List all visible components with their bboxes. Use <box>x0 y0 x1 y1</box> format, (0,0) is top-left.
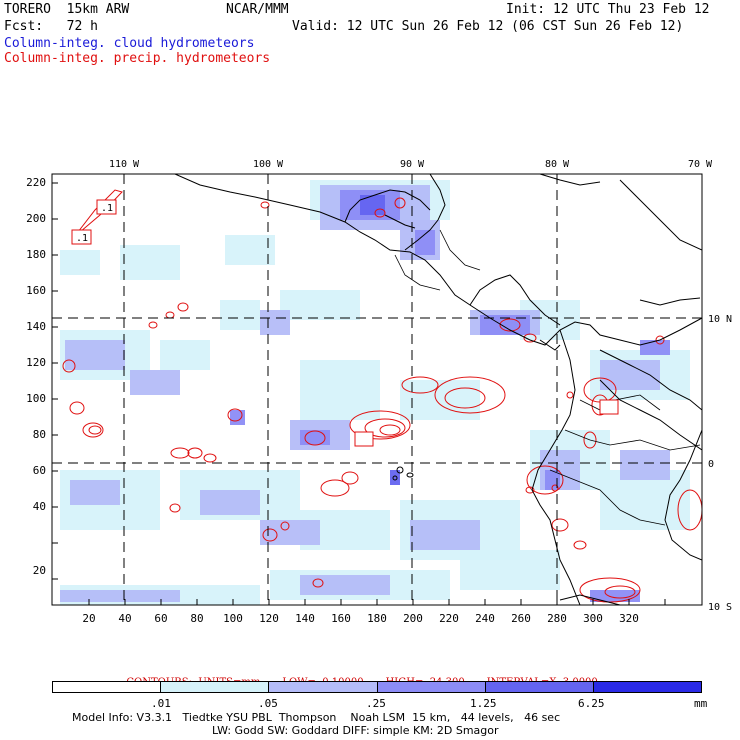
longitude-label: 70 W <box>688 159 713 170</box>
y-tick-label: 200 <box>26 212 46 225</box>
y-tick-label: 160 <box>26 284 46 297</box>
x-tick-label: 140 <box>295 612 315 625</box>
organization-label: NCAR/MMM <box>226 2 289 17</box>
tick-marks <box>52 182 666 605</box>
latitude-label: 0 <box>708 459 714 470</box>
colorbar-label: .25 <box>366 697 386 710</box>
latitude-label: 10 N <box>708 314 732 325</box>
longitude-label: 90 W <box>400 159 425 170</box>
colorbar-label: .05 <box>258 697 278 710</box>
x-tick-label: 320 <box>619 612 639 625</box>
colorbar-swatch <box>161 682 270 692</box>
init-time: Init: 12 UTC Thu 23 Feb 12 <box>506 2 710 17</box>
y-tick-label: 80 <box>33 428 46 441</box>
x-tick-label: 180 <box>367 612 387 625</box>
box-label: .1 <box>101 203 113 214</box>
y-tick-label: 180 <box>26 248 46 261</box>
colorbar-swatch <box>593 682 702 692</box>
x-tick-label: 60 <box>154 612 167 625</box>
x-tick-label: 260 <box>511 612 531 625</box>
field-cloud-label: Column-integ. cloud hydrometeors <box>4 36 255 51</box>
x-tick-label: 120 <box>259 612 279 625</box>
colorbar-label: .01 <box>151 697 171 710</box>
y-tick-label: 120 <box>26 356 46 369</box>
y-tick-label: 40 <box>33 500 46 513</box>
x-tick-label: 220 <box>439 612 459 625</box>
y-tick-label: 220 <box>26 176 46 189</box>
x-tick-label: 100 <box>223 612 243 625</box>
longitude-label: 80 W <box>545 159 570 170</box>
x-tick-label: 80 <box>190 612 203 625</box>
longitude-label: 100 W <box>253 159 284 170</box>
colorbar <box>52 681 702 693</box>
colorbar-swatch <box>53 682 162 692</box>
x-tick-label: 200 <box>403 612 423 625</box>
latitude-label: 10 S <box>708 602 732 613</box>
y-tick-label: 60 <box>33 464 46 477</box>
y-tick-label: 100 <box>26 392 46 405</box>
y-tick-label: 20 <box>33 564 46 577</box>
forecast-hour: Fcst: 72 h <box>4 19 98 34</box>
precip-contours <box>62 189 702 603</box>
colorbar-unit: mm <box>694 697 708 710</box>
model-physics-line: LW: Godd SW: Goddard DIFF: simple KM: 2D… <box>212 724 499 737</box>
x-tick-label: 40 <box>118 612 131 625</box>
colorbar-label: 6.25 <box>578 697 605 710</box>
x-tick-label: 240 <box>475 612 495 625</box>
x-tick-label: 280 <box>547 612 567 625</box>
x-tick-label: 160 <box>331 612 351 625</box>
model-title: TORERO 15km ARW <box>4 2 130 17</box>
coastlines <box>174 174 702 605</box>
latlon-grid <box>52 174 702 605</box>
colorbar-swatch <box>377 682 486 692</box>
x-tick-label: 20 <box>82 612 95 625</box>
field-precip-label: Column-integ. precip. hydrometeors <box>4 51 271 66</box>
x-tick-label: 300 <box>583 612 603 625</box>
valid-time: Valid: 12 UTC Sun 26 Feb 12 (06 CST Sun … <box>292 19 684 34</box>
y-tick-label: 140 <box>26 320 46 333</box>
colorbar-label: 1.25 <box>470 697 497 710</box>
colorbar-swatch <box>485 682 594 692</box>
box-label: .1 <box>76 233 88 244</box>
label-boxes <box>71 199 619 447</box>
longitude-label: 110 W <box>109 159 140 170</box>
model-info-line: Model Info: V3.3.1 Tiedtke YSU PBL Thomp… <box>72 711 561 724</box>
colorbar-swatch <box>269 682 378 692</box>
cloud-shading <box>60 180 690 605</box>
